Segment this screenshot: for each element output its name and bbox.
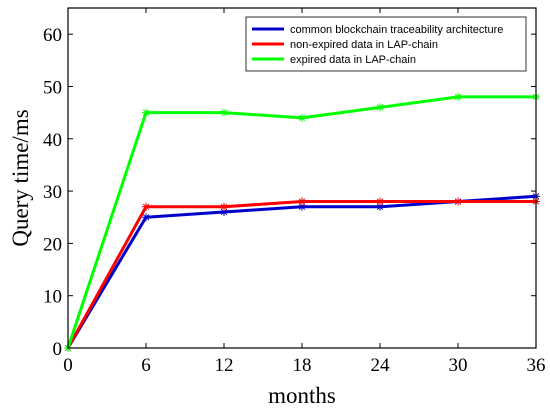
legend-box <box>245 16 527 72</box>
x-tick-label: 30 <box>449 355 468 376</box>
data-point <box>376 202 384 211</box>
y-tick-label: 40 <box>43 130 62 151</box>
data-point <box>298 113 306 122</box>
data-point <box>376 103 384 112</box>
x-tick-label: 12 <box>215 355 234 376</box>
data-point <box>142 213 150 222</box>
x-tick-label: 0 <box>63 355 73 376</box>
x-tick-label: 6 <box>141 355 151 376</box>
data-point <box>298 197 306 206</box>
y-tick-label: 0 <box>53 339 63 360</box>
y-axis: 0 10 20 30 40 50 60 <box>43 25 536 360</box>
data-point <box>220 108 228 117</box>
data-point <box>142 108 150 117</box>
x-axis-title: months <box>268 383 336 408</box>
legend-label: expired data in LAP-chain <box>290 54 416 66</box>
y-tick-label: 10 <box>43 287 62 308</box>
data-point <box>220 208 228 216</box>
x-tick-label: 18 <box>293 355 312 376</box>
legend: common blockchain traceability architect… <box>245 16 527 72</box>
y-tick-label: 30 <box>43 182 62 203</box>
data-point <box>220 202 228 211</box>
y-axis-title: Query time/ms <box>8 109 33 246</box>
y-tick-label: 50 <box>43 77 62 98</box>
data-point <box>142 202 150 211</box>
legend-label: non-expired data in LAP-chain <box>290 39 438 51</box>
data-point <box>376 197 384 206</box>
data-point <box>454 197 462 206</box>
x-axis: 0 6 12 18 24 30 36 <box>63 8 546 376</box>
x-tick-label: 24 <box>371 355 391 376</box>
data-point <box>454 92 462 101</box>
legend-label: common blockchain traceability architect… <box>290 24 503 36</box>
y-tick-label: 60 <box>43 25 62 46</box>
x-tick-label: 36 <box>527 355 546 376</box>
data-point <box>298 202 306 211</box>
y-tick-label: 20 <box>43 234 62 255</box>
